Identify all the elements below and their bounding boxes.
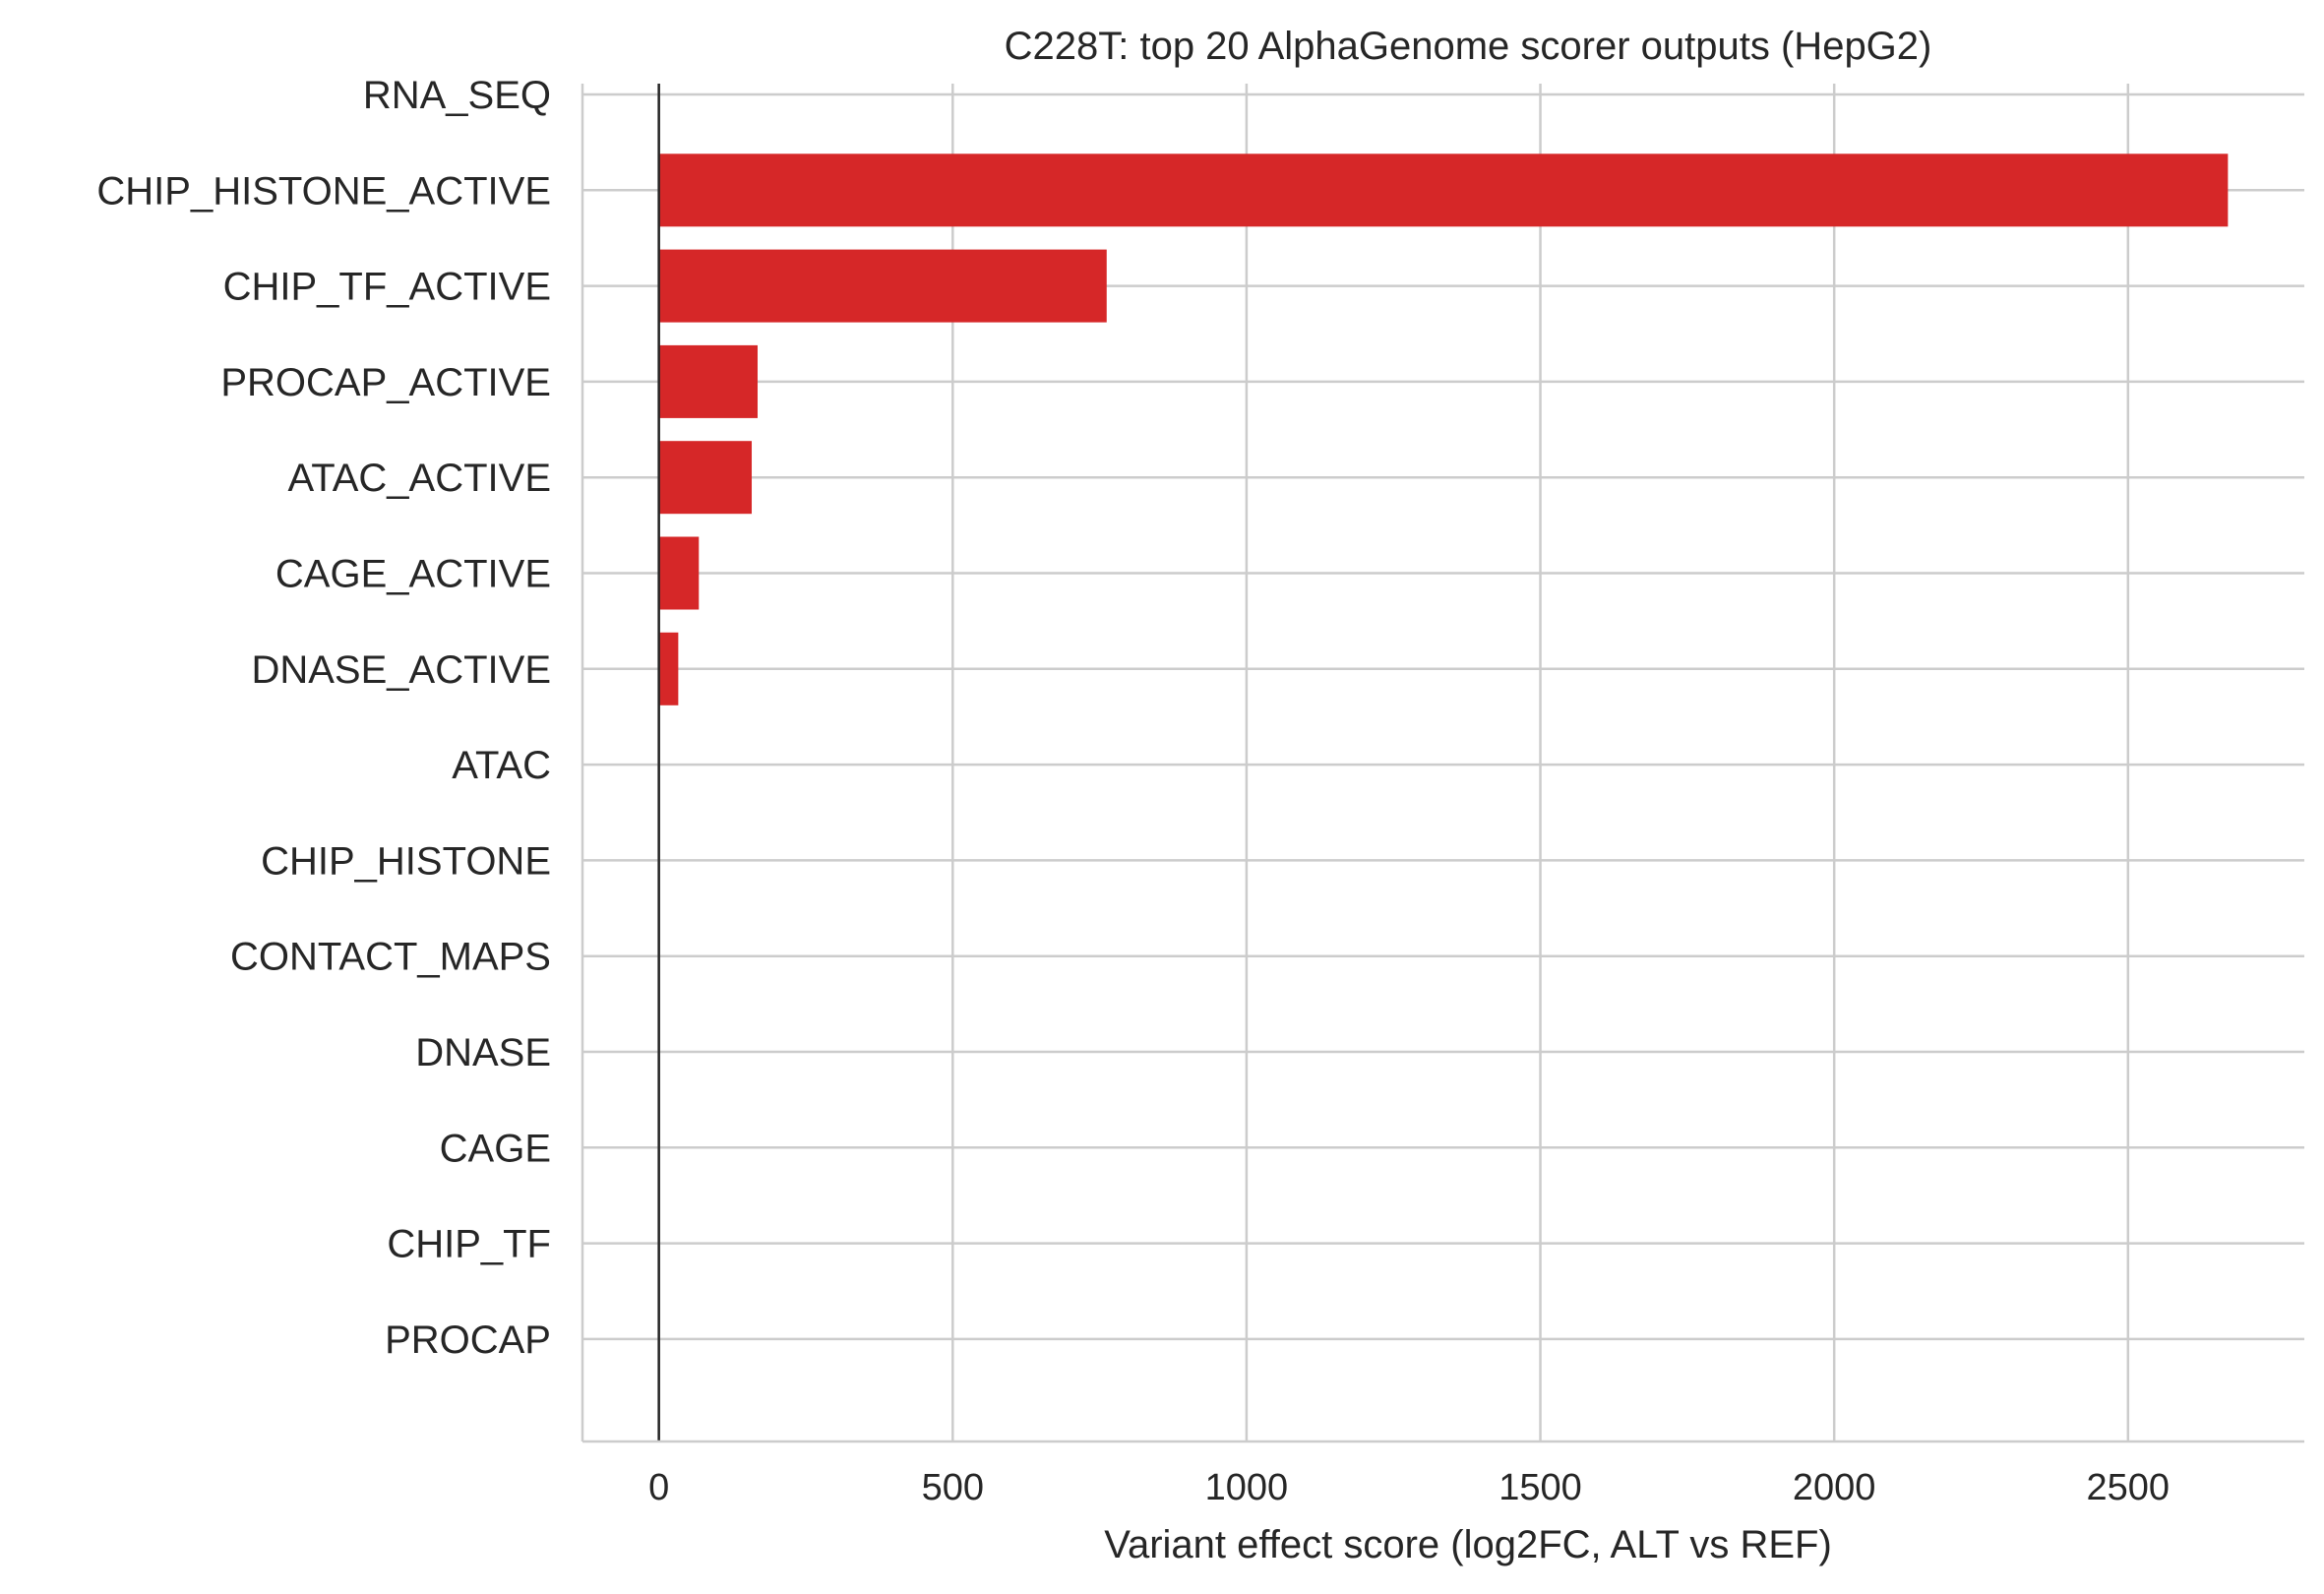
y-tick-label: CAGE xyxy=(440,1127,551,1170)
grid xyxy=(582,84,2304,1441)
x-tick-labels: 0 500 1000 1500 2000 2500 xyxy=(648,1467,2170,1508)
bar xyxy=(658,344,758,418)
bar xyxy=(658,632,679,705)
y-tick-label: CHIP_HISTONE xyxy=(261,839,551,883)
y-tick-label: ATAC xyxy=(452,744,551,787)
x-tick-label: 500 xyxy=(922,1467,984,1508)
y-tick-label: PROCAP xyxy=(385,1318,551,1362)
x-tick-label: 2500 xyxy=(2087,1467,2171,1508)
y-tick-label: CONTACT_MAPS xyxy=(230,936,551,979)
axes xyxy=(581,84,2304,1443)
bar xyxy=(658,153,2229,227)
x-tick-label: 1000 xyxy=(1205,1467,1289,1508)
bar xyxy=(658,249,1107,323)
chart-title: C228T: top 20 AlphaGenome scorer outputs… xyxy=(1005,25,1932,68)
y-tick-label: RNA_SEQ xyxy=(363,74,551,117)
y-tick-label: CHIP_HISTONE_ACTIVE xyxy=(96,169,551,213)
x-axis-label: Variant effect score (log2FC, ALT vs REF… xyxy=(1104,1523,1832,1566)
y-tick-label: CHIP_TF xyxy=(387,1223,551,1266)
y-tick-label: CHIP_TF_ACTIVE xyxy=(223,266,551,309)
y-tick-label: PROCAP_ACTIVE xyxy=(220,361,551,404)
y-tick-label: DNASE xyxy=(415,1031,551,1074)
y-tick-label: DNASE_ACTIVE xyxy=(251,648,551,692)
x-tick-label: 2000 xyxy=(1793,1467,1876,1508)
y-tick-label: ATAC_ACTIVE xyxy=(288,457,551,500)
bars xyxy=(658,153,2229,705)
bar xyxy=(658,441,753,515)
y-tick-label: CAGE_ACTIVE xyxy=(275,553,551,596)
x-tick-label: 0 xyxy=(648,1467,669,1508)
bar xyxy=(658,536,700,610)
x-tick-label: 1500 xyxy=(1498,1467,1582,1508)
y-tick-labels: RNA_SEQ CHIP_HISTONE_ACTIVE CHIP_TF_ACTIVE… xyxy=(96,74,551,1362)
